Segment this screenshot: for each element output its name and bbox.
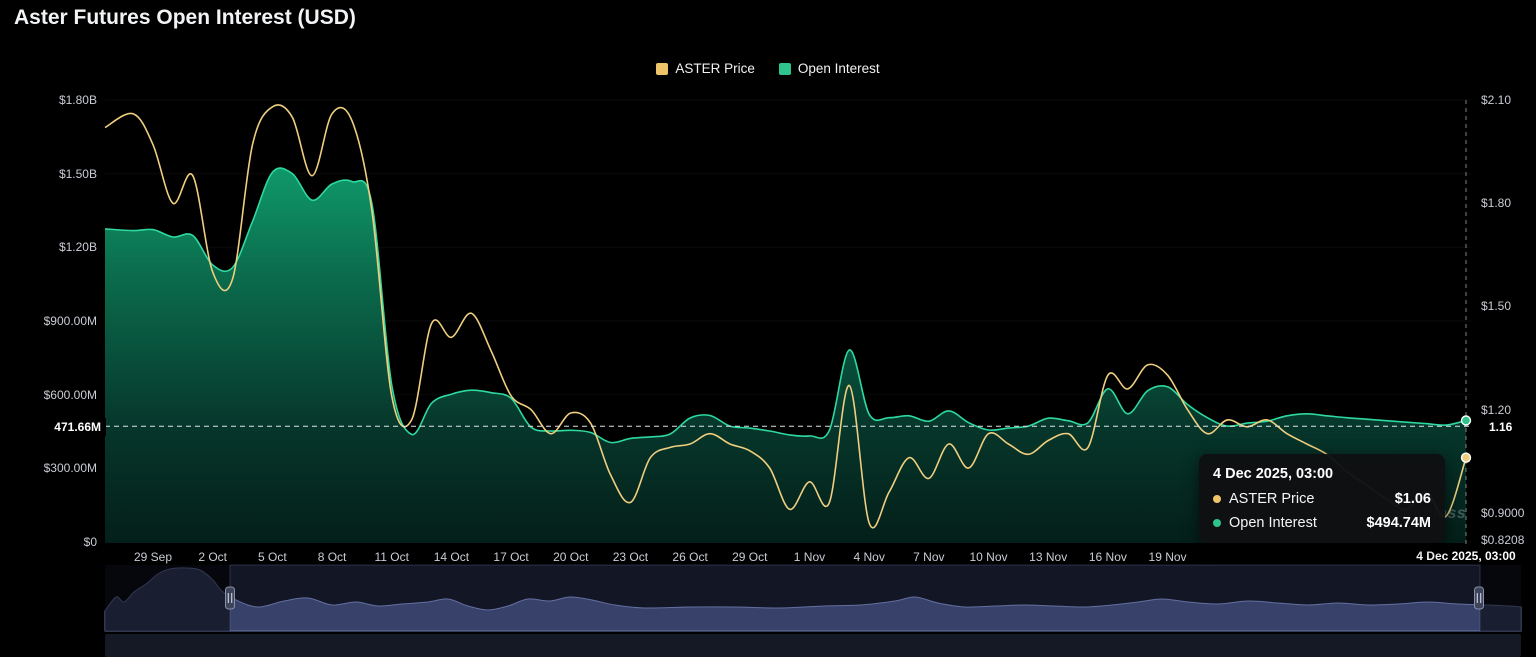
tick-left-label: $300.00M xyxy=(43,461,97,476)
tick-x-label: 29 Sep xyxy=(133,550,173,564)
tick-left-label: $1.80B xyxy=(58,93,97,107)
crosshair-left-value-chip: 471.66M xyxy=(30,418,106,436)
tooltip-value: $1.06 xyxy=(1394,491,1431,507)
chart-navigator[interactable] xyxy=(104,564,1522,632)
chart-footer-bar xyxy=(105,634,1521,657)
open-interest-area xyxy=(105,168,1466,543)
open-interest-line xyxy=(104,167,1467,444)
crosshair-date-label: 4 Dec 2025, 03:00 xyxy=(1416,549,1516,563)
tick-x-label: 23 Oct xyxy=(612,550,649,564)
tick-x-label: 26 Oct xyxy=(672,550,708,564)
tick-x-label: 20 Oct xyxy=(553,550,589,564)
tick-x-label: 2 Oct xyxy=(198,550,228,564)
tooltip-label: ASTER Price xyxy=(1229,491,1315,507)
tick-right-label: $2.10 xyxy=(1481,93,1512,107)
tick-x-label: 29 Oct xyxy=(732,550,768,564)
tick-left-label: $1.20B xyxy=(58,240,97,255)
legend-label: ASTER Price xyxy=(675,61,755,76)
aster-price-swatch-icon xyxy=(656,62,669,75)
page-title: Aster Futures Open Interest (USD) xyxy=(14,6,356,29)
tick-right-label: $0.8208 xyxy=(1481,533,1525,547)
tick-x-label: 13 Nov xyxy=(1029,550,1068,564)
navigator-right-handle[interactable] xyxy=(1474,586,1484,610)
tick-x-label: 8 Oct xyxy=(317,550,347,564)
aster-price-bullet-icon xyxy=(1213,495,1221,503)
tick-x-label: 1 Nov xyxy=(793,550,826,564)
tooltip-label: Open Interest xyxy=(1229,515,1317,531)
tick-x-label: 19 Nov xyxy=(1148,550,1187,564)
crosshair-right-value-chip: 1.16 xyxy=(1484,418,1518,436)
navigator-window[interactable] xyxy=(229,564,1481,632)
chart-tooltip: 4 Dec 2025, 03:00 ASTER Price $1.06 Open… xyxy=(1199,454,1445,543)
tick-right-label: $0.9000 xyxy=(1481,505,1525,520)
tick-left-label: $1.50B xyxy=(58,166,97,181)
tick-x-label: 16 Nov xyxy=(1088,550,1127,564)
tick-x-label: 10 Nov xyxy=(969,550,1008,564)
aster-price-line xyxy=(104,104,1467,529)
tick-x-label: 4 Nov xyxy=(853,550,885,564)
tick-x-label: 7 Nov xyxy=(913,550,945,564)
open-interest-bullet-icon xyxy=(1213,519,1221,527)
tooltip-value: $494.74M xyxy=(1366,515,1432,531)
navigator-mask-left xyxy=(105,565,230,631)
tick-right-label: $1.20 xyxy=(1481,402,1512,417)
open-interest-last-point-icon xyxy=(1460,415,1472,426)
tick-x-label: 14 Oct xyxy=(433,550,470,564)
tick-left-label: $600.00M xyxy=(43,387,97,402)
tick-x-label: 5 Oct xyxy=(258,550,287,564)
open-interest-swatch-icon xyxy=(778,62,791,75)
tooltip-row-aster-price: ASTER Price $1.06 xyxy=(1213,491,1431,507)
tick-left-label: $0 xyxy=(83,535,97,549)
chart-legend: ASTER Price Open Interest xyxy=(0,61,1536,76)
tick-x-label: 11 Oct xyxy=(374,550,409,564)
tick-x-label: 17 Oct xyxy=(493,550,529,564)
legend-label: Open Interest xyxy=(797,61,880,76)
tooltip-date: 4 Dec 2025, 03:00 xyxy=(1213,466,1334,482)
tick-right-label: $1.50 xyxy=(1481,299,1512,314)
legend-item-aster-price[interactable]: ASTER Price xyxy=(656,61,755,76)
aster-price-last-point-icon xyxy=(1460,452,1472,463)
legend-item-open-interest[interactable]: Open Interest xyxy=(778,61,880,76)
tooltip-row-open-interest: Open Interest $494.74M xyxy=(1213,515,1431,531)
navigator-mask-right xyxy=(1480,565,1521,631)
tick-right-label: $1.80 xyxy=(1481,196,1512,211)
tick-left-label: $900.00M xyxy=(43,314,97,328)
navigator-left-handle[interactable] xyxy=(225,586,235,610)
